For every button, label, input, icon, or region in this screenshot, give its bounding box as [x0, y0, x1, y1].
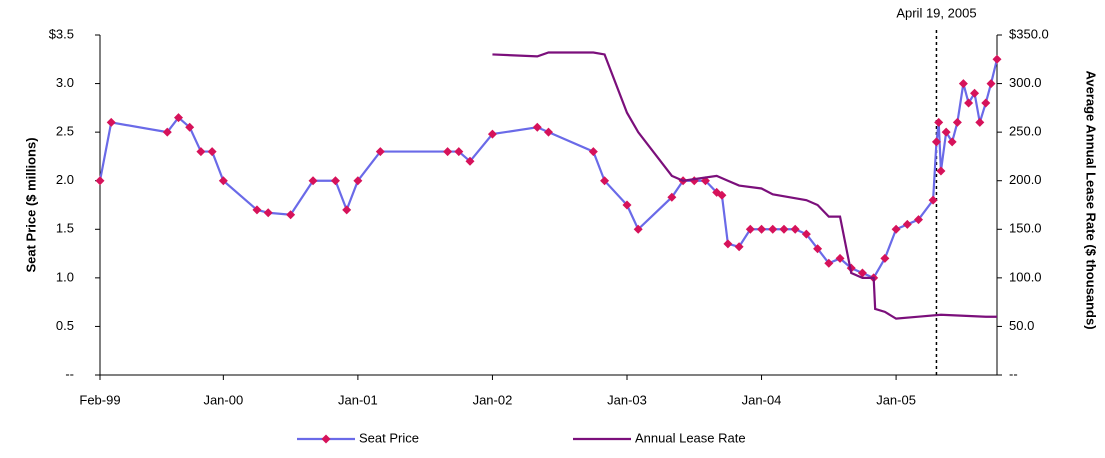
x-tick-label: Jan-04 [742, 392, 782, 407]
y2-tick-label: -- [1009, 366, 1018, 381]
point [857, 268, 867, 278]
point [975, 117, 985, 127]
x-tick-label: Jan-02 [473, 392, 513, 407]
point [218, 176, 228, 186]
y2-tick-label: 100.0 [1009, 269, 1042, 284]
x-tick-label: Jan-05 [876, 392, 916, 407]
point [902, 219, 912, 229]
point [600, 176, 610, 186]
point [947, 137, 957, 147]
point [185, 122, 195, 132]
point [454, 147, 464, 157]
y2-tick-label: 300.0 [1009, 75, 1042, 90]
point [207, 147, 217, 157]
y-tick-label: 2.0 [56, 172, 74, 187]
x-tick-label: Jan-03 [607, 392, 647, 407]
point [487, 129, 497, 139]
point [824, 258, 834, 268]
point [952, 117, 962, 127]
point [936, 166, 946, 176]
y-tick-label: 1.5 [56, 221, 74, 236]
y2-tick-label: 50.0 [1009, 318, 1034, 333]
point [544, 127, 553, 137]
y2-tick-label: 200.0 [1009, 172, 1042, 187]
point [588, 147, 598, 157]
point [813, 244, 823, 254]
y-tick-label: 1.0 [56, 269, 74, 284]
point [734, 242, 744, 252]
y2-tick-label: 250.0 [1009, 124, 1042, 139]
point [106, 117, 116, 127]
point [931, 137, 941, 147]
point [330, 176, 340, 186]
annotation-text: April 19, 2005 [896, 5, 976, 20]
point [95, 176, 105, 186]
point [263, 208, 273, 218]
point [768, 224, 778, 234]
y-tick-label: -- [65, 366, 74, 381]
y-axis-title: Seat Price ($ millions) [23, 137, 38, 272]
point [443, 147, 453, 157]
point [986, 79, 996, 89]
point [970, 88, 980, 98]
point [465, 156, 475, 166]
point [717, 190, 727, 200]
legend-marker [321, 434, 331, 444]
point [779, 224, 789, 234]
point [622, 200, 632, 210]
point [801, 229, 811, 239]
x-tick-label: Jan-01 [338, 392, 378, 407]
point [964, 98, 974, 108]
y2-tick-label: 150.0 [1009, 221, 1042, 236]
point [162, 127, 172, 137]
point [375, 147, 385, 157]
legend-label: Seat Price [359, 430, 419, 445]
point [286, 210, 296, 220]
series-line [492, 51, 997, 320]
point [958, 79, 968, 89]
point [745, 224, 755, 234]
point [790, 224, 800, 234]
point [252, 205, 262, 215]
point [633, 224, 643, 234]
y-tick-label: 3.0 [56, 75, 74, 90]
point [914, 215, 924, 225]
point [308, 176, 318, 186]
point [941, 127, 951, 137]
point [992, 54, 1002, 64]
point [981, 98, 991, 108]
y2-tick-label: $350.0 [1009, 26, 1049, 41]
y-tick-label: 2.5 [56, 124, 74, 139]
y-tick-label: $3.5 [49, 26, 74, 41]
x-tick-label: Jan-00 [203, 392, 243, 407]
point [835, 253, 845, 263]
x-tick-label: Feb-99 [79, 392, 120, 407]
series-line [98, 59, 999, 280]
point [891, 224, 901, 234]
legend-label: Annual Lease Rate [635, 430, 746, 445]
point [757, 224, 767, 234]
point [532, 122, 542, 132]
point [353, 176, 363, 186]
point [723, 239, 733, 249]
point [934, 117, 944, 127]
point [928, 195, 938, 205]
y2-axis-title: Average Annual Lease Rate ($ thousands) [1084, 70, 1099, 329]
y-tick-label: 0.5 [56, 318, 74, 333]
point [196, 147, 206, 157]
point [880, 253, 890, 263]
point [342, 205, 352, 215]
point [173, 113, 183, 123]
point [667, 192, 677, 202]
